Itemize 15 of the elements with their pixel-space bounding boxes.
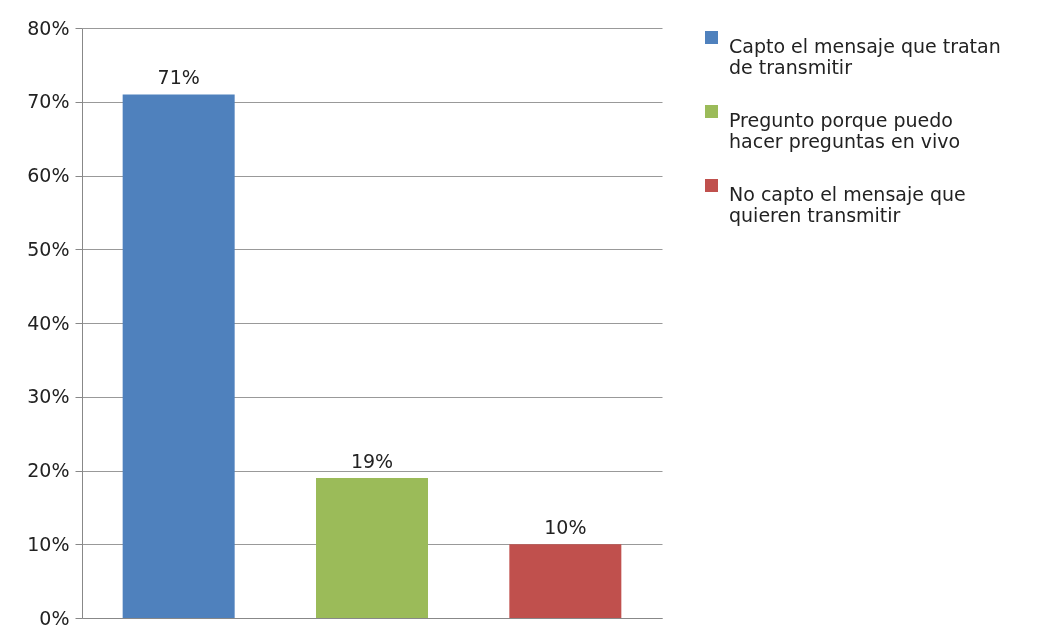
- legend-label: Pregunto porque puedo hacer preguntas en vivo: [729, 108, 961, 152]
- y-tick-label: 50%: [27, 237, 70, 260]
- y-tick-label: 70%: [27, 90, 70, 113]
- legend-label: Capto el mensaje que tratan de transmitir: [729, 34, 1001, 78]
- data-label: 10%: [544, 516, 587, 539]
- y-tick-label: 0%: [39, 606, 70, 625]
- data-label: 71%: [157, 66, 200, 89]
- y-tick-label: 80%: [27, 16, 70, 39]
- legend-label: No capto el mensaje que quieren transmitir: [729, 182, 966, 226]
- y-tick-label: 20%: [27, 459, 70, 481]
- y-tick-label: 40%: [27, 311, 70, 334]
- y-tick-label: 30%: [27, 385, 70, 408]
- data-label: 19%: [350, 449, 394, 472]
- y-tick-label: 60%: [27, 164, 70, 186]
- y-tick-label: 10%: [27, 532, 70, 555]
